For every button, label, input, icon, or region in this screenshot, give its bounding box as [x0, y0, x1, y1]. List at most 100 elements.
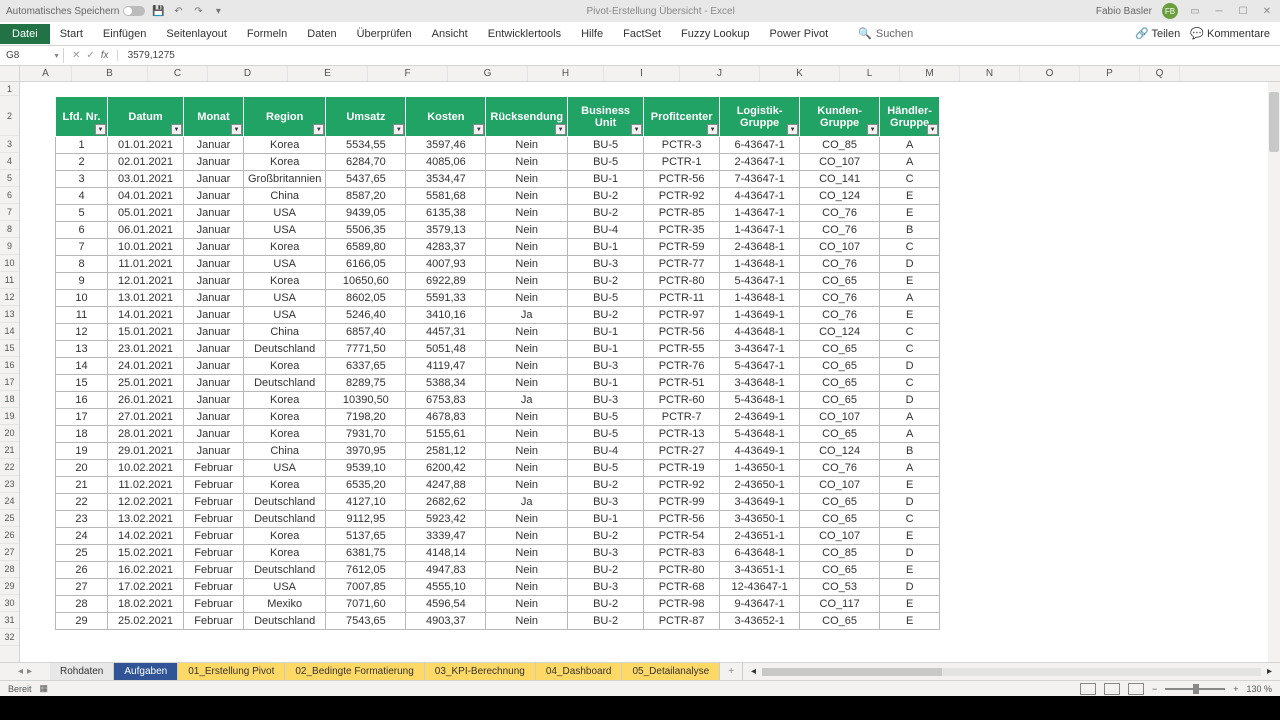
table-cell[interactable]: Februar [184, 579, 244, 596]
table-cell[interactable]: CO_65 [800, 358, 880, 375]
table-cell[interactable]: 19 [56, 443, 108, 460]
table-cell[interactable]: Januar [184, 324, 244, 341]
table-cell[interactable]: 7543,65 [326, 613, 406, 630]
table-cell[interactable]: 7007,85 [326, 579, 406, 596]
table-cell[interactable]: CO_65 [800, 341, 880, 358]
col-header-E[interactable]: E [288, 66, 368, 81]
table-cell[interactable]: PCTR-56 [644, 171, 720, 188]
table-cell[interactable]: 3-43647-1 [720, 341, 800, 358]
sheet-tab-rohdaten[interactable]: Rohdaten [50, 663, 114, 680]
table-cell[interactable]: CO_65 [800, 494, 880, 511]
row-header-10[interactable]: 10 [0, 255, 19, 272]
table-cell[interactable]: 8289,75 [326, 375, 406, 392]
table-cell[interactable]: Januar [184, 307, 244, 324]
table-cell[interactable]: 5581,68 [406, 188, 486, 205]
table-header-10[interactable]: Kunden-Gruppe▼ [800, 97, 880, 137]
table-cell[interactable]: PCTR-97 [644, 307, 720, 324]
table-header-9[interactable]: Logistik-Gruppe▼ [720, 97, 800, 137]
table-cell[interactable]: 3970,95 [326, 443, 406, 460]
table-cell[interactable]: 6 [56, 222, 108, 239]
col-header-G[interactable]: G [448, 66, 528, 81]
table-cell[interactable]: A [880, 426, 940, 443]
page-break-view-icon[interactable] [1128, 683, 1144, 695]
table-cell[interactable]: D [880, 392, 940, 409]
table-cell[interactable]: PCTR-92 [644, 188, 720, 205]
table-cell[interactable]: CO_107 [800, 239, 880, 256]
table-cell[interactable]: 6535,20 [326, 477, 406, 494]
table-cell[interactable]: 14.01.2021 [108, 307, 184, 324]
table-cell[interactable]: 5534,55 [326, 137, 406, 154]
table-cell[interactable]: Korea [244, 545, 326, 562]
table-cell[interactable]: Korea [244, 137, 326, 154]
table-cell[interactable]: PCTR-85 [644, 205, 720, 222]
table-cell[interactable]: C [880, 375, 940, 392]
table-cell[interactable]: BU-4 [568, 443, 644, 460]
table-cell[interactable]: Januar [184, 256, 244, 273]
table-cell[interactable]: D [880, 256, 940, 273]
save-icon[interactable]: 💾 [151, 4, 165, 18]
row-header-14[interactable]: 14 [0, 323, 19, 340]
table-cell[interactable]: BU-5 [568, 409, 644, 426]
table-cell[interactable]: USA [244, 256, 326, 273]
table-cell[interactable]: E [880, 596, 940, 613]
table-cell[interactable]: Januar [184, 358, 244, 375]
table-cell[interactable]: Januar [184, 154, 244, 171]
table-cell[interactable]: 24.01.2021 [108, 358, 184, 375]
table-cell[interactable]: E [880, 307, 940, 324]
table-cell[interactable]: 10390,50 [326, 392, 406, 409]
zoom-slider[interactable] [1165, 688, 1225, 690]
table-cell[interactable]: BU-3 [568, 494, 644, 511]
table-cell[interactable]: BU-2 [568, 596, 644, 613]
table-cell[interactable]: Korea [244, 154, 326, 171]
table-cell[interactable]: 4596,54 [406, 596, 486, 613]
filter-button-3[interactable]: ▼ [313, 124, 324, 135]
add-sheet-button[interactable]: + [720, 663, 743, 680]
table-cell[interactable]: PCTR-60 [644, 392, 720, 409]
table-cell[interactable]: Nein [486, 443, 568, 460]
table-cell[interactable]: CO_65 [800, 273, 880, 290]
toggle-switch[interactable] [123, 6, 145, 16]
table-cell[interactable]: 29 [56, 613, 108, 630]
table-cell[interactable]: BU-2 [568, 273, 644, 290]
table-cell[interactable]: Ja [486, 307, 568, 324]
table-cell[interactable]: Januar [184, 375, 244, 392]
normal-view-icon[interactable] [1080, 683, 1096, 695]
table-cell[interactable]: 6922,89 [406, 273, 486, 290]
table-cell[interactable]: C [880, 341, 940, 358]
table-cell[interactable]: CO_85 [800, 545, 880, 562]
maximize-icon[interactable]: ☐ [1236, 6, 1250, 17]
table-cell[interactable]: PCTR-1 [644, 154, 720, 171]
table-cell[interactable]: PCTR-56 [644, 324, 720, 341]
table-cell[interactable]: 6-43647-1 [720, 137, 800, 154]
table-cell[interactable]: PCTR-35 [644, 222, 720, 239]
vscroll-thumb[interactable] [1269, 92, 1279, 152]
table-cell[interactable]: 1-43649-1 [720, 307, 800, 324]
table-header-8[interactable]: Profitcenter▼ [644, 97, 720, 137]
row-header-24[interactable]: 24 [0, 493, 19, 510]
close-icon[interactable]: ✕ [1260, 6, 1274, 17]
table-cell[interactable]: CO_65 [800, 511, 880, 528]
table-cell[interactable]: BU-1 [568, 375, 644, 392]
table-cell[interactable]: 01.01.2021 [108, 137, 184, 154]
table-cell[interactable]: CO_124 [800, 324, 880, 341]
table-cell[interactable]: 11.01.2021 [108, 256, 184, 273]
table-cell[interactable]: 5246,40 [326, 307, 406, 324]
table-cell[interactable]: 4-43647-1 [720, 188, 800, 205]
table-cell[interactable]: Januar [184, 188, 244, 205]
table-cell[interactable]: BU-2 [568, 205, 644, 222]
table-cell[interactable]: 10.01.2021 [108, 239, 184, 256]
ribbon-tab-formeln[interactable]: Formeln [237, 24, 297, 44]
table-cell[interactable]: 15.02.2021 [108, 545, 184, 562]
table-cell[interactable]: BU-1 [568, 324, 644, 341]
row-header-3[interactable]: 3 [0, 136, 19, 153]
row-header-30[interactable]: 30 [0, 595, 19, 612]
table-cell[interactable]: Januar [184, 205, 244, 222]
row-header-32[interactable]: 32 [0, 629, 19, 646]
row-header-20[interactable]: 20 [0, 425, 19, 442]
filter-button-0[interactable]: ▼ [95, 124, 106, 135]
table-cell[interactable]: 7198,20 [326, 409, 406, 426]
accept-formula-icon[interactable]: ✓ [86, 50, 94, 61]
sheet-tab-02-bedingte-formatierung[interactable]: 02_Bedingte Formatierung [285, 663, 424, 680]
table-cell[interactable]: PCTR-55 [644, 341, 720, 358]
table-cell[interactable]: 14.02.2021 [108, 528, 184, 545]
